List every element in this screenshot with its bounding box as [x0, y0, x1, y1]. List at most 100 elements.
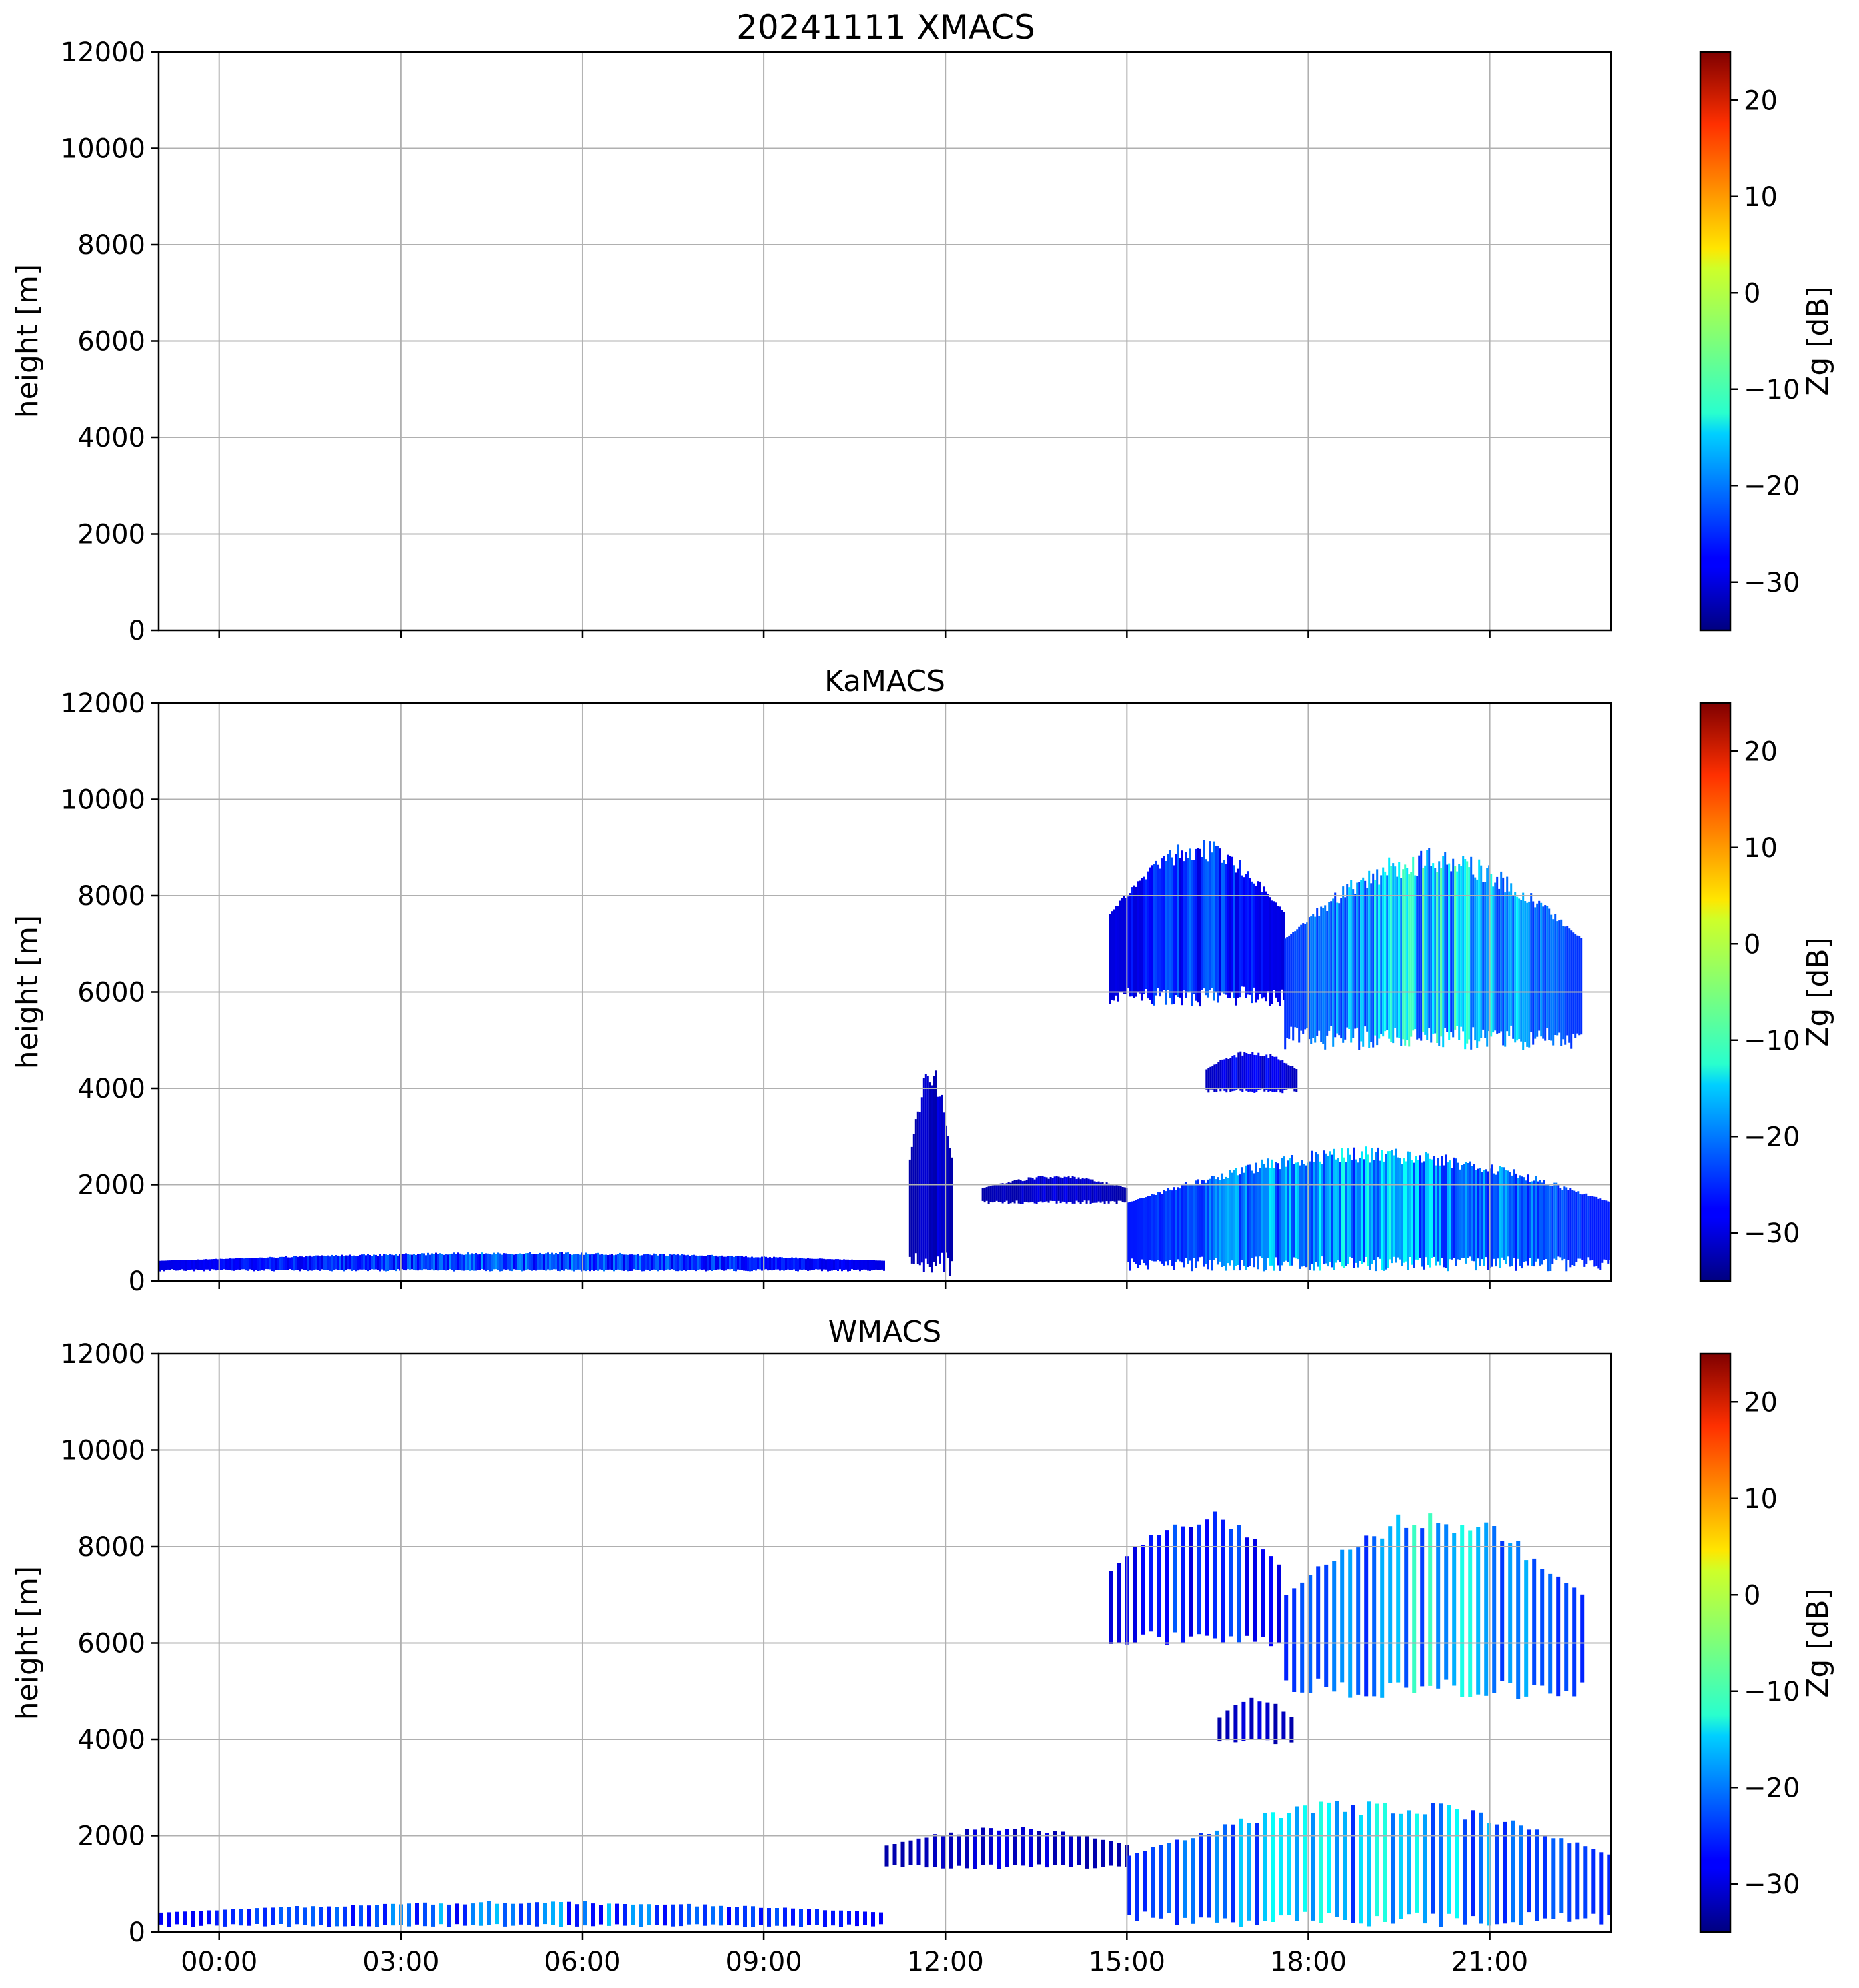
reflectivity-column — [183, 1260, 185, 1271]
reflectivity-column — [1281, 1158, 1283, 1266]
y-tick-label: 8000 — [77, 230, 145, 261]
reflectivity-column — [1380, 875, 1383, 1034]
reflectivity-column — [1440, 868, 1443, 1037]
reflectivity-column — [1523, 1177, 1525, 1262]
reflectivity-column — [1243, 877, 1245, 987]
reflectivity-column — [1077, 1177, 1080, 1203]
reflectivity-column — [265, 1258, 267, 1270]
reflectivity-column — [1355, 1159, 1357, 1263]
colorbar-tick-label: −10 — [1744, 375, 1800, 405]
reflectivity-column — [1143, 876, 1145, 994]
reflectivity-column — [839, 1910, 843, 1927]
reflectivity-column — [1526, 902, 1529, 1047]
reflectivity-column — [395, 1254, 397, 1272]
reflectivity-column — [567, 1901, 571, 1925]
reflectivity-column — [527, 1902, 531, 1925]
reflectivity-column — [773, 1256, 775, 1270]
reflectivity-column — [687, 1903, 691, 1925]
grid — [159, 51, 1611, 631]
reflectivity-column — [1365, 1146, 1367, 1257]
figure-title: 20241111 XMACS — [736, 8, 1035, 47]
reflectivity-column — [1493, 1173, 1495, 1259]
reflectivity-column — [1349, 1154, 1351, 1257]
reflectivity-column — [1257, 1052, 1260, 1090]
reflectivity-column — [1416, 876, 1419, 1040]
reflectivity-column — [371, 1256, 373, 1270]
reflectivity-column — [1287, 1065, 1290, 1089]
reflectivity-column — [809, 1258, 811, 1271]
reflectivity-column — [1498, 888, 1501, 1034]
reflectivity-column — [947, 1136, 949, 1258]
reflectivity-column — [505, 1253, 507, 1270]
reflectivity-column — [1408, 874, 1411, 1047]
reflectivity-column — [1518, 898, 1521, 1039]
reflectivity-column — [1509, 1172, 1511, 1267]
reflectivity-column — [801, 1258, 803, 1270]
reflectivity-column — [1117, 906, 1119, 1002]
reflectivity-column — [1471, 1166, 1473, 1261]
reflectivity-column — [1037, 1176, 1040, 1202]
reflectivity-column — [1187, 1184, 1189, 1264]
reflectivity-column — [1330, 901, 1333, 1026]
reflectivity-column — [1534, 907, 1537, 1039]
reflectivity-column — [1599, 1198, 1602, 1270]
reflectivity-column — [1345, 1162, 1347, 1266]
reflectivity-column — [405, 1253, 407, 1271]
reflectivity-column — [1364, 880, 1367, 1027]
reflectivity-column — [1508, 1543, 1513, 1683]
reflectivity-column — [363, 1254, 365, 1270]
reflectivity-column — [263, 1907, 267, 1927]
reflectivity-column — [499, 1253, 501, 1272]
reflectivity-column — [1503, 1821, 1507, 1924]
reflectivity-column — [447, 1254, 449, 1270]
reflectivity-column — [1389, 1151, 1391, 1260]
reflectivity-column — [1583, 1846, 1588, 1919]
reflectivity-column — [857, 1260, 859, 1270]
reflectivity-column — [1580, 938, 1583, 1035]
reflectivity-column — [1279, 1169, 1281, 1271]
reflectivity-column — [1093, 1838, 1097, 1869]
reflectivity-column — [1303, 1805, 1307, 1912]
reflectivity-column — [1316, 908, 1319, 1036]
reflectivity-column — [255, 1258, 257, 1270]
reflectivity-column — [191, 1260, 193, 1270]
reflectivity-column — [1299, 1165, 1301, 1269]
reflectivity-column — [223, 1259, 225, 1270]
reflectivity-column — [1346, 884, 1349, 1028]
y-axis: 0 2000 4000 6000 8000 10000 12000 — [61, 37, 159, 646]
reflectivity-column — [759, 1907, 763, 1925]
reflectivity-column — [1243, 1172, 1245, 1266]
reflectivity-column — [1543, 1180, 1545, 1260]
reflectivity-column — [1239, 860, 1241, 998]
reflectivity-column — [1193, 860, 1195, 994]
reflectivity-column — [435, 1252, 437, 1270]
reflectivity-column — [989, 1186, 992, 1202]
reflectivity-column — [1591, 1196, 1594, 1260]
reflectivity-column — [1300, 1582, 1305, 1693]
reflectivity-column — [1570, 930, 1573, 1049]
reflectivity-column — [1011, 1180, 1014, 1203]
reflectivity-column — [1207, 1834, 1211, 1918]
reflectivity-column — [789, 1258, 791, 1270]
reflectivity-column — [287, 1257, 289, 1270]
reflectivity-column — [765, 1256, 767, 1270]
reflectivity-column — [559, 1902, 563, 1927]
reflectivity-column — [1321, 1164, 1323, 1257]
reflectivity-column — [711, 1906, 715, 1925]
reflectivity-column — [311, 1906, 315, 1927]
reflectivity-column — [843, 1259, 845, 1270]
reflectivity-column — [1553, 1182, 1556, 1259]
reflectivity-column — [497, 1252, 499, 1270]
reflectivity-column — [487, 1253, 489, 1270]
reflectivity-column — [431, 1253, 433, 1270]
reflectivity-column — [1339, 1162, 1341, 1262]
reflectivity-column — [1512, 895, 1515, 1039]
reflectivity-column — [1215, 1830, 1219, 1923]
reflectivity-column — [1532, 1558, 1537, 1685]
reflectivity-column — [365, 1255, 367, 1270]
reflectivity-column — [301, 1256, 303, 1270]
reflectivity-column — [1083, 1178, 1086, 1201]
reflectivity-column — [1336, 902, 1339, 1034]
reflectivity-column — [357, 1256, 359, 1271]
reflectivity-column — [981, 1827, 985, 1865]
